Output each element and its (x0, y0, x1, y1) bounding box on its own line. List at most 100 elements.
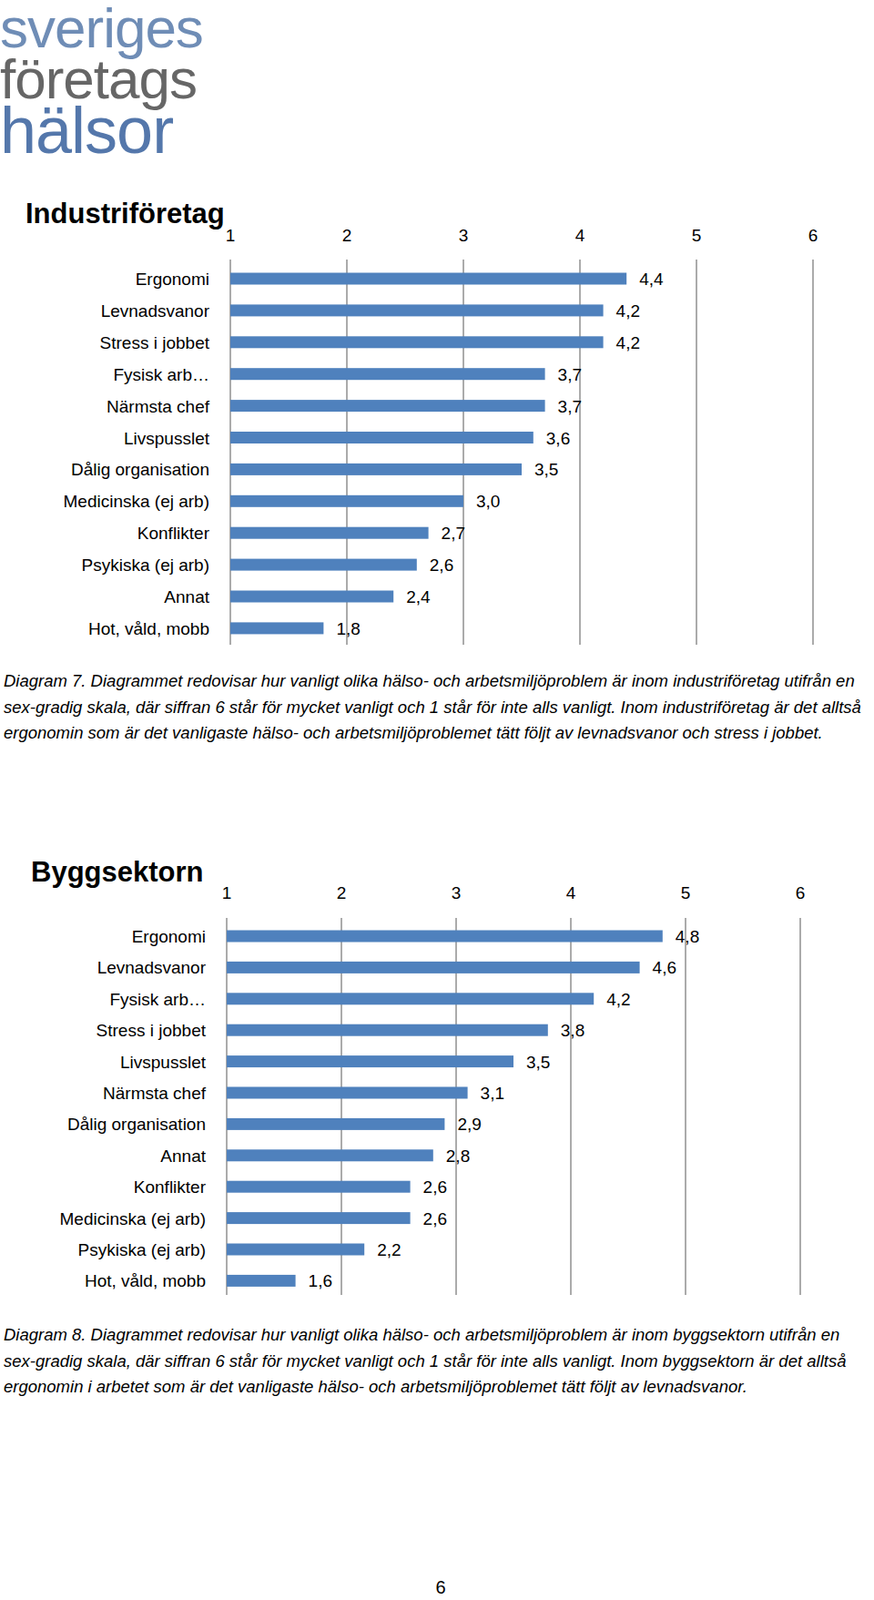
category-label: Medicinska (ej arb) (60, 1209, 207, 1229)
bar (226, 1211, 411, 1224)
bar (226, 1055, 514, 1068)
caption: Diagram 8. Diagrammet redovisar hur vanl… (3, 1321, 869, 1401)
data-label: 4,2 (616, 301, 641, 321)
chart-title: Industriföretag (25, 197, 225, 230)
category-label: Psykiska (ej arb) (78, 1239, 206, 1260)
category-label: Medicinska (ej arb) (63, 491, 211, 511)
bar (226, 992, 594, 1005)
data-label: 4,2 (616, 333, 641, 353)
bar (230, 304, 604, 316)
category-label: Konflikter (137, 523, 211, 543)
page-number: 6 (435, 1576, 446, 1597)
grid-line (455, 917, 458, 1295)
data-label: 3,0 (476, 491, 500, 511)
data-label: 4,2 (606, 989, 631, 1009)
category-label: Livspusslet (123, 428, 211, 448)
category-label: Dålig organisation (71, 459, 210, 479)
data-label: 1,6 (308, 1270, 333, 1291)
data-label: 3,5 (526, 1052, 550, 1072)
grid-line (695, 259, 698, 645)
grid-line (229, 259, 232, 645)
bar (226, 1117, 445, 1130)
data-label: 2,9 (457, 1114, 481, 1134)
category-label: Fysisk arb… (112, 365, 210, 385)
bars (230, 273, 627, 635)
data-label: 2,2 (376, 1239, 401, 1260)
data-label: 4,6 (652, 957, 677, 977)
grid-line (340, 917, 343, 1295)
bar (230, 590, 394, 603)
data-label: 2,6 (423, 1209, 448, 1229)
tick-label: 2 (336, 883, 347, 903)
category-label: Stress i jobbet (96, 1020, 207, 1040)
data-label: 4,8 (675, 926, 700, 946)
tick-label: 5 (691, 225, 702, 245)
bar (226, 1024, 549, 1037)
grid-line (684, 917, 687, 1295)
bar (230, 335, 604, 348)
tick-label: 3 (451, 883, 462, 903)
category-label: Konflikter (133, 1177, 207, 1197)
grid-line (579, 259, 581, 645)
bar (230, 463, 522, 476)
chart: Industriföretag1 2 3 4 5 6 Ergonomi 4,4 Levnadsv… (25, 197, 818, 645)
category-label: Levnadsvanor (97, 957, 207, 977)
category-label: Närmsta chef (102, 1083, 207, 1103)
data-label: 2,8 (446, 1146, 470, 1166)
tick-label: 2 (342, 225, 353, 245)
grid-line (462, 259, 465, 645)
category-label: Ergonomi (135, 269, 210, 289)
data-label: 2,6 (423, 1177, 448, 1197)
bar (226, 1087, 468, 1099)
tick-label: 6 (808, 225, 819, 245)
bar (230, 495, 464, 508)
category-label: Annat (160, 1146, 206, 1166)
chart: Byggsektorn123456Ergonomi4,8Levnadsvanor… (30, 855, 805, 1295)
bar (230, 558, 417, 571)
bar (226, 961, 641, 974)
logo-text: hälsor (0, 93, 173, 167)
bar (230, 273, 627, 285)
category-label: Fysisk arb… (109, 989, 206, 1009)
category-label: Psykiska (ej arb) (81, 555, 210, 575)
grid-line (812, 259, 814, 645)
category-label: Hot, våld, mobb (88, 619, 210, 639)
data-label: 2,7 (441, 523, 466, 543)
category-label: Annat (163, 587, 210, 607)
data-label: 3,7 (558, 396, 582, 417)
category-label: Hot, våld, mobb (84, 1270, 206, 1291)
tick-label: 3 (458, 225, 469, 245)
bar (226, 1243, 365, 1256)
data-label: 4,4 (639, 269, 664, 289)
data-label: 3,5 (534, 459, 559, 479)
tick-label: 6 (795, 883, 806, 903)
data-label: 2,6 (429, 555, 454, 575)
tick-label: 1 (225, 225, 236, 245)
bar (226, 1180, 411, 1193)
data-label: 3,1 (480, 1083, 505, 1103)
bar (226, 1274, 296, 1287)
category-label: Livspusslet (120, 1052, 207, 1072)
grid-line (225, 917, 228, 1295)
bar (230, 399, 546, 412)
data-label: 3,8 (560, 1020, 585, 1040)
category-label: Levnadsvanor (101, 301, 211, 321)
grid-line (345, 259, 348, 645)
category-label: Närmsta chef (106, 396, 211, 417)
category-label: Stress i jobbet (100, 333, 211, 353)
tick-label: 4 (566, 883, 577, 903)
bar (230, 431, 534, 444)
bar (230, 527, 429, 539)
chart-title: Byggsektorn (30, 855, 204, 888)
category-label: Dålig organisation (67, 1114, 206, 1134)
data-label: 1,8 (335, 619, 360, 639)
caption: Diagram 7. Diagrammet redovisar hur vanl… (3, 668, 869, 747)
tick-label: 1 (222, 883, 233, 903)
bar (230, 621, 324, 634)
bar (226, 1148, 434, 1161)
bars (226, 930, 663, 1287)
bar (226, 930, 663, 943)
tick-label: 4 (575, 225, 586, 245)
data-label: 2,4 (406, 587, 431, 607)
grid-line (569, 917, 572, 1295)
